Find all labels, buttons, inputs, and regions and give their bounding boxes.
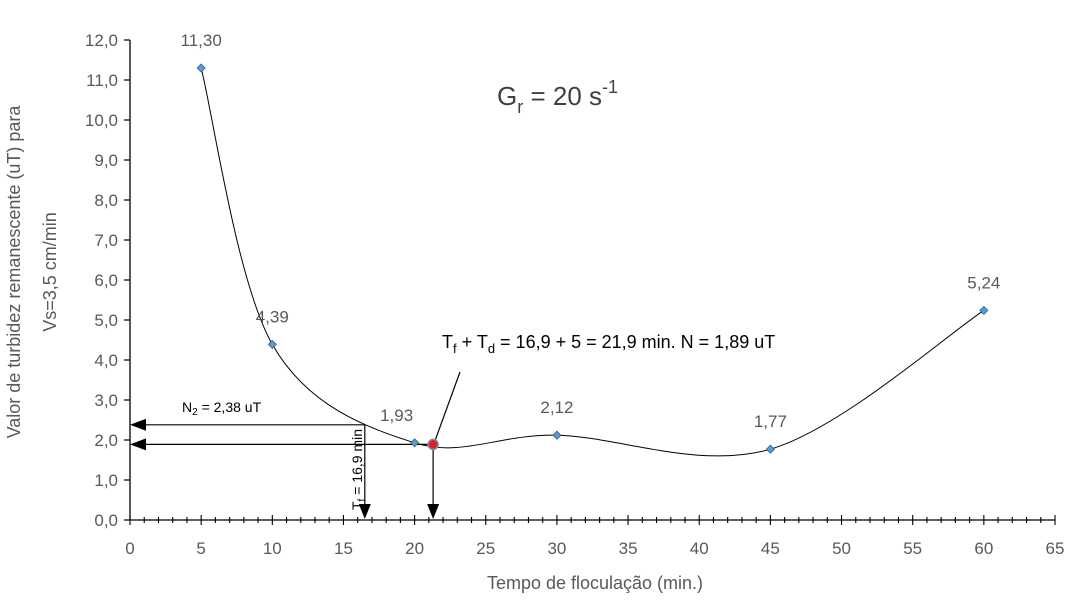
y-axis-title-line1: Valor de turbidez remanescente (uT) para: [4, 105, 24, 439]
x-tick-label: 0: [125, 539, 134, 558]
leader-line: [434, 371, 461, 441]
data-point: [267, 339, 277, 349]
optimum-annotation: Tf + Td = 16,9 + 5 = 21,9 min. N = 1,89 …: [442, 332, 775, 356]
y-tick-label: 12,0: [85, 31, 118, 50]
y-tick-label: 10,0: [85, 111, 118, 130]
x-tick-label: 10: [263, 539, 282, 558]
series-markers: [196, 63, 989, 454]
series-curve: [200, 67, 985, 457]
tf-annotation: Tf = 16,9 min: [349, 429, 368, 510]
data-label: 4,39: [256, 307, 289, 326]
y-tick-label: 0,0: [94, 511, 118, 530]
y-tick-label: 7,0: [94, 231, 118, 250]
data-label: 1,77: [754, 412, 787, 431]
y-tick-label: 2,0: [94, 431, 118, 450]
x-tick-label: 30: [547, 539, 566, 558]
y-tick-label: 5,0: [94, 311, 118, 330]
data-label: 11,30: [181, 31, 222, 50]
data-label: 1,93: [380, 406, 413, 425]
x-tick-label: 50: [832, 539, 851, 558]
data-point: [552, 430, 562, 440]
y-tick-label: 8,0: [94, 191, 118, 210]
data-point: [196, 63, 206, 73]
y-tick-label: 3,0: [94, 391, 118, 410]
y-tick-label: 6,0: [94, 271, 118, 290]
data-point: [979, 305, 989, 315]
data-label: 5,24: [967, 273, 1000, 292]
data-labels: 11,30 4,39 1,93 2,12 1,77 5,24: [181, 31, 1001, 431]
x-tick-label: 25: [476, 539, 495, 558]
y-axis-title-line2: Vs=3,5 cm/min: [40, 212, 60, 332]
n2-annotation: N2 = 2,38 uT: [182, 399, 262, 418]
arrowhead: [358, 504, 371, 519]
arrowhead: [130, 438, 146, 451]
arrowhead: [130, 418, 146, 431]
x-tick-label: 40: [690, 539, 709, 558]
data-point: [765, 444, 775, 454]
x-tick-label: 15: [334, 539, 353, 558]
x-axis-title: Tempo de floculação (min.): [487, 573, 703, 593]
y-tick-label: 11,0: [86, 71, 118, 90]
arrowhead: [427, 504, 440, 519]
x-tick-label: 35: [619, 539, 638, 558]
x-tick-label: 45: [761, 539, 780, 558]
y-axis-ticks: 0,0 1,0 2,0 3,0 4,0 5,0 6,0 7,0 8,0 9,0 10,0 11,0 12…: [85, 31, 130, 530]
y-tick-label: 4,0: [94, 351, 118, 370]
x-tick-label: 20: [405, 539, 424, 558]
x-tick-label: 55: [903, 539, 922, 558]
x-tick-label: 5: [196, 539, 205, 558]
optimum-point: [427, 438, 439, 451]
data-point: [410, 438, 420, 448]
y-tick-label: 1,0: [94, 471, 118, 490]
gr-annotation: Gr = 20 s-1: [497, 77, 618, 117]
x-tick-label: 65: [1046, 539, 1065, 558]
reference-lines: [130, 371, 461, 519]
data-label: 2,12: [540, 398, 573, 417]
y-tick-label: 9,0: [94, 151, 118, 170]
x-axis-ticks: 0 5 10 15 20 25 30 35 40 45 50 55 60 65: [125, 515, 1064, 558]
x-tick-label: 60: [974, 539, 993, 558]
